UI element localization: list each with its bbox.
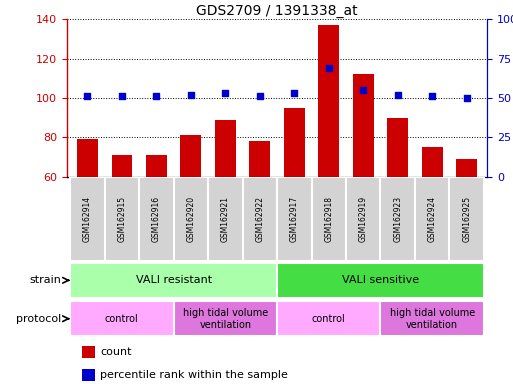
Text: GSM162919: GSM162919 xyxy=(359,196,368,242)
Point xyxy=(187,92,195,98)
FancyBboxPatch shape xyxy=(311,177,346,261)
FancyBboxPatch shape xyxy=(277,177,311,261)
FancyBboxPatch shape xyxy=(277,301,381,336)
FancyBboxPatch shape xyxy=(346,177,381,261)
Point xyxy=(359,87,367,93)
FancyBboxPatch shape xyxy=(70,177,105,261)
Bar xyxy=(422,147,443,177)
Point xyxy=(83,93,91,99)
Point xyxy=(393,92,402,98)
FancyBboxPatch shape xyxy=(70,263,277,298)
Text: high tidal volume
ventilation: high tidal volume ventilation xyxy=(389,308,475,329)
Bar xyxy=(146,155,167,177)
Bar xyxy=(353,74,373,177)
Text: VALI resistant: VALI resistant xyxy=(135,275,212,285)
Bar xyxy=(111,155,132,177)
FancyBboxPatch shape xyxy=(139,177,173,261)
Point xyxy=(325,65,333,71)
Text: VALI sensitive: VALI sensitive xyxy=(342,275,419,285)
FancyBboxPatch shape xyxy=(277,263,484,298)
Point xyxy=(221,90,229,96)
Text: GSM162922: GSM162922 xyxy=(255,196,264,242)
Text: GSM162915: GSM162915 xyxy=(117,196,126,242)
Bar xyxy=(284,108,305,177)
FancyBboxPatch shape xyxy=(381,301,484,336)
Point xyxy=(463,95,471,101)
Point xyxy=(290,90,299,96)
Text: GSM162925: GSM162925 xyxy=(462,196,471,242)
Bar xyxy=(319,25,339,177)
Text: GSM162917: GSM162917 xyxy=(290,196,299,242)
Point xyxy=(118,93,126,99)
Point xyxy=(255,93,264,99)
Text: high tidal volume
ventilation: high tidal volume ventilation xyxy=(183,308,268,329)
Bar xyxy=(387,118,408,177)
FancyBboxPatch shape xyxy=(381,177,415,261)
Bar xyxy=(77,139,97,177)
Text: GSM162920: GSM162920 xyxy=(186,196,195,242)
Text: percentile rank within the sample: percentile rank within the sample xyxy=(100,370,288,380)
Text: GSM162916: GSM162916 xyxy=(152,196,161,242)
Text: control: control xyxy=(312,314,346,324)
Text: strain: strain xyxy=(30,275,62,285)
Bar xyxy=(181,135,201,177)
Text: protocol: protocol xyxy=(16,314,62,324)
Text: GSM162923: GSM162923 xyxy=(393,196,402,242)
FancyBboxPatch shape xyxy=(105,177,139,261)
Title: GDS2709 / 1391338_at: GDS2709 / 1391338_at xyxy=(196,4,358,18)
Bar xyxy=(215,119,235,177)
Text: GSM162924: GSM162924 xyxy=(428,196,437,242)
Point xyxy=(152,93,161,99)
FancyBboxPatch shape xyxy=(173,301,277,336)
Text: count: count xyxy=(100,347,131,357)
FancyBboxPatch shape xyxy=(208,177,243,261)
Text: control: control xyxy=(105,314,139,324)
FancyBboxPatch shape xyxy=(70,301,173,336)
FancyBboxPatch shape xyxy=(243,177,277,261)
FancyBboxPatch shape xyxy=(449,177,484,261)
FancyBboxPatch shape xyxy=(415,177,449,261)
FancyBboxPatch shape xyxy=(173,177,208,261)
Point xyxy=(428,93,436,99)
Text: GSM162914: GSM162914 xyxy=(83,196,92,242)
Text: GSM162921: GSM162921 xyxy=(221,196,230,242)
Bar xyxy=(249,141,270,177)
Bar xyxy=(457,159,477,177)
Text: GSM162918: GSM162918 xyxy=(324,196,333,242)
